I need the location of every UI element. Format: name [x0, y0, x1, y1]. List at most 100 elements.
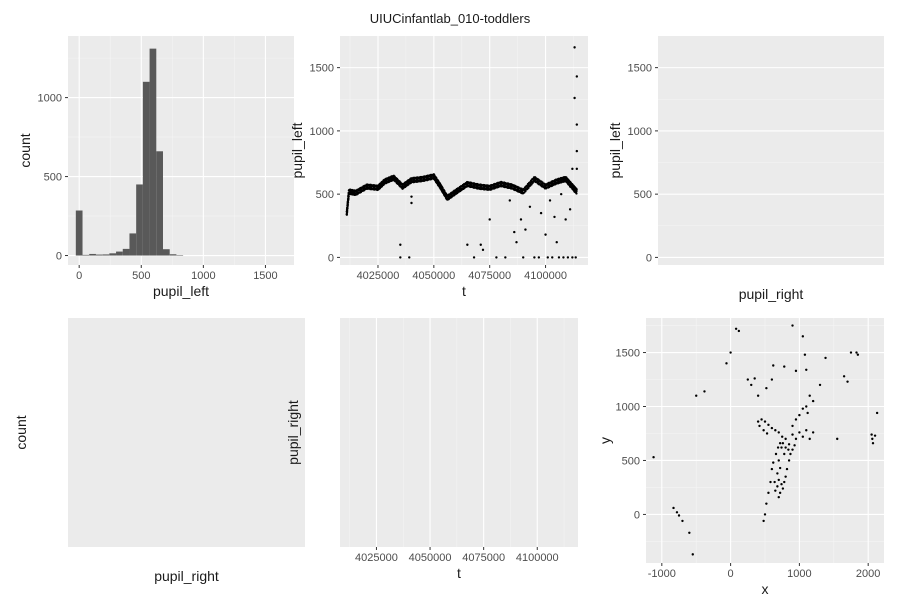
data-point — [479, 243, 482, 246]
data-point — [791, 324, 794, 327]
data-point — [528, 205, 532, 209]
data-point — [530, 183, 533, 186]
tick-label-x: 4075000 — [468, 270, 511, 282]
data-point — [784, 437, 787, 441]
data-point — [856, 353, 860, 356]
data-point — [811, 399, 815, 403]
data-point — [811, 431, 815, 434]
data-point — [573, 96, 576, 100]
tick-label-x: 0 — [728, 568, 734, 580]
data-point — [575, 167, 579, 171]
data-point — [787, 443, 791, 446]
axis-title-x: x — [762, 581, 769, 597]
data-point — [875, 411, 879, 415]
data-point — [750, 383, 753, 387]
tick-label-x: 4050000 — [412, 270, 455, 282]
data-point — [824, 356, 827, 360]
histogram-bar — [142, 81, 150, 256]
axis-title-x: pupil_right — [154, 568, 219, 584]
data-point — [767, 423, 770, 427]
data-point — [410, 201, 413, 205]
data-point — [801, 407, 805, 410]
panel-scatter-x-y: -1000 0 1000 2000 0 500 1000 1500 x y — [597, 318, 884, 597]
data-point — [772, 364, 775, 367]
data-point — [784, 446, 787, 449]
data-point — [346, 203, 349, 206]
data-point — [753, 377, 756, 380]
data-point — [794, 418, 798, 421]
data-point — [399, 256, 402, 259]
data-point — [778, 441, 782, 445]
histogram-bar — [116, 251, 123, 256]
data-point — [871, 441, 875, 445]
tick-label-y: 500 — [44, 172, 62, 184]
data-point — [781, 441, 785, 445]
data-point — [758, 424, 761, 428]
data-point — [784, 475, 787, 478]
data-point — [798, 431, 801, 434]
histogram-bar — [89, 253, 96, 256]
data-point — [873, 434, 877, 437]
data-point — [568, 208, 572, 211]
tick-label-x: 4075000 — [462, 552, 505, 564]
data-point — [774, 429, 777, 432]
histogram-bar — [109, 253, 117, 256]
data-point — [777, 459, 780, 462]
tick-label-x: 4025000 — [355, 552, 398, 564]
data-point — [571, 256, 574, 259]
panel-background — [340, 318, 578, 547]
data-point — [574, 256, 577, 259]
data-point — [410, 195, 413, 198]
data-point — [772, 461, 775, 464]
data-point — [760, 418, 763, 421]
tick-label-y: 500 — [622, 455, 640, 467]
tick-label-y: 0 — [646, 252, 652, 264]
tick-label-x: 4100000 — [524, 270, 567, 282]
data-point — [780, 446, 783, 449]
data-point — [562, 256, 565, 259]
data-point — [575, 149, 579, 153]
data-point — [515, 241, 518, 244]
tick-label-y: 500 — [634, 189, 652, 201]
data-point — [566, 256, 570, 259]
data-point — [803, 353, 807, 356]
data-point — [765, 432, 769, 435]
axis-title-y: pupil_left — [607, 122, 623, 178]
data-point — [571, 167, 574, 171]
panel-background — [68, 36, 294, 265]
axis-title-y: pupil_right — [285, 400, 301, 465]
data-point — [801, 435, 805, 438]
histogram-bar — [95, 254, 103, 256]
data-point — [781, 487, 785, 490]
data-point — [346, 209, 349, 212]
data-point — [798, 413, 801, 417]
data-point — [575, 188, 578, 191]
data-point — [553, 215, 556, 219]
tick-label-y: 1000 — [628, 126, 652, 138]
data-point — [777, 431, 780, 434]
data-point — [346, 201, 350, 204]
data-point — [783, 452, 786, 456]
data-point — [791, 433, 794, 436]
data-point — [778, 491, 782, 495]
data-point — [564, 218, 567, 221]
histogram-bar — [169, 254, 177, 256]
data-point — [681, 519, 684, 523]
axis-title-x: t — [462, 283, 466, 299]
data-point — [345, 213, 348, 216]
histogram-bar — [122, 248, 130, 256]
histogram-bar — [129, 233, 137, 256]
tick-label-y: 0 — [328, 252, 334, 264]
data-point — [808, 437, 811, 441]
tick-label-x: 1000 — [191, 270, 215, 282]
tick-label-y: 1500 — [628, 63, 652, 75]
data-point — [769, 480, 772, 484]
data-point — [347, 198, 350, 201]
data-point — [408, 256, 411, 259]
data-point — [780, 483, 783, 486]
data-point — [765, 502, 768, 505]
panel-background — [68, 318, 305, 547]
tick-label-x: 4025000 — [357, 270, 400, 282]
